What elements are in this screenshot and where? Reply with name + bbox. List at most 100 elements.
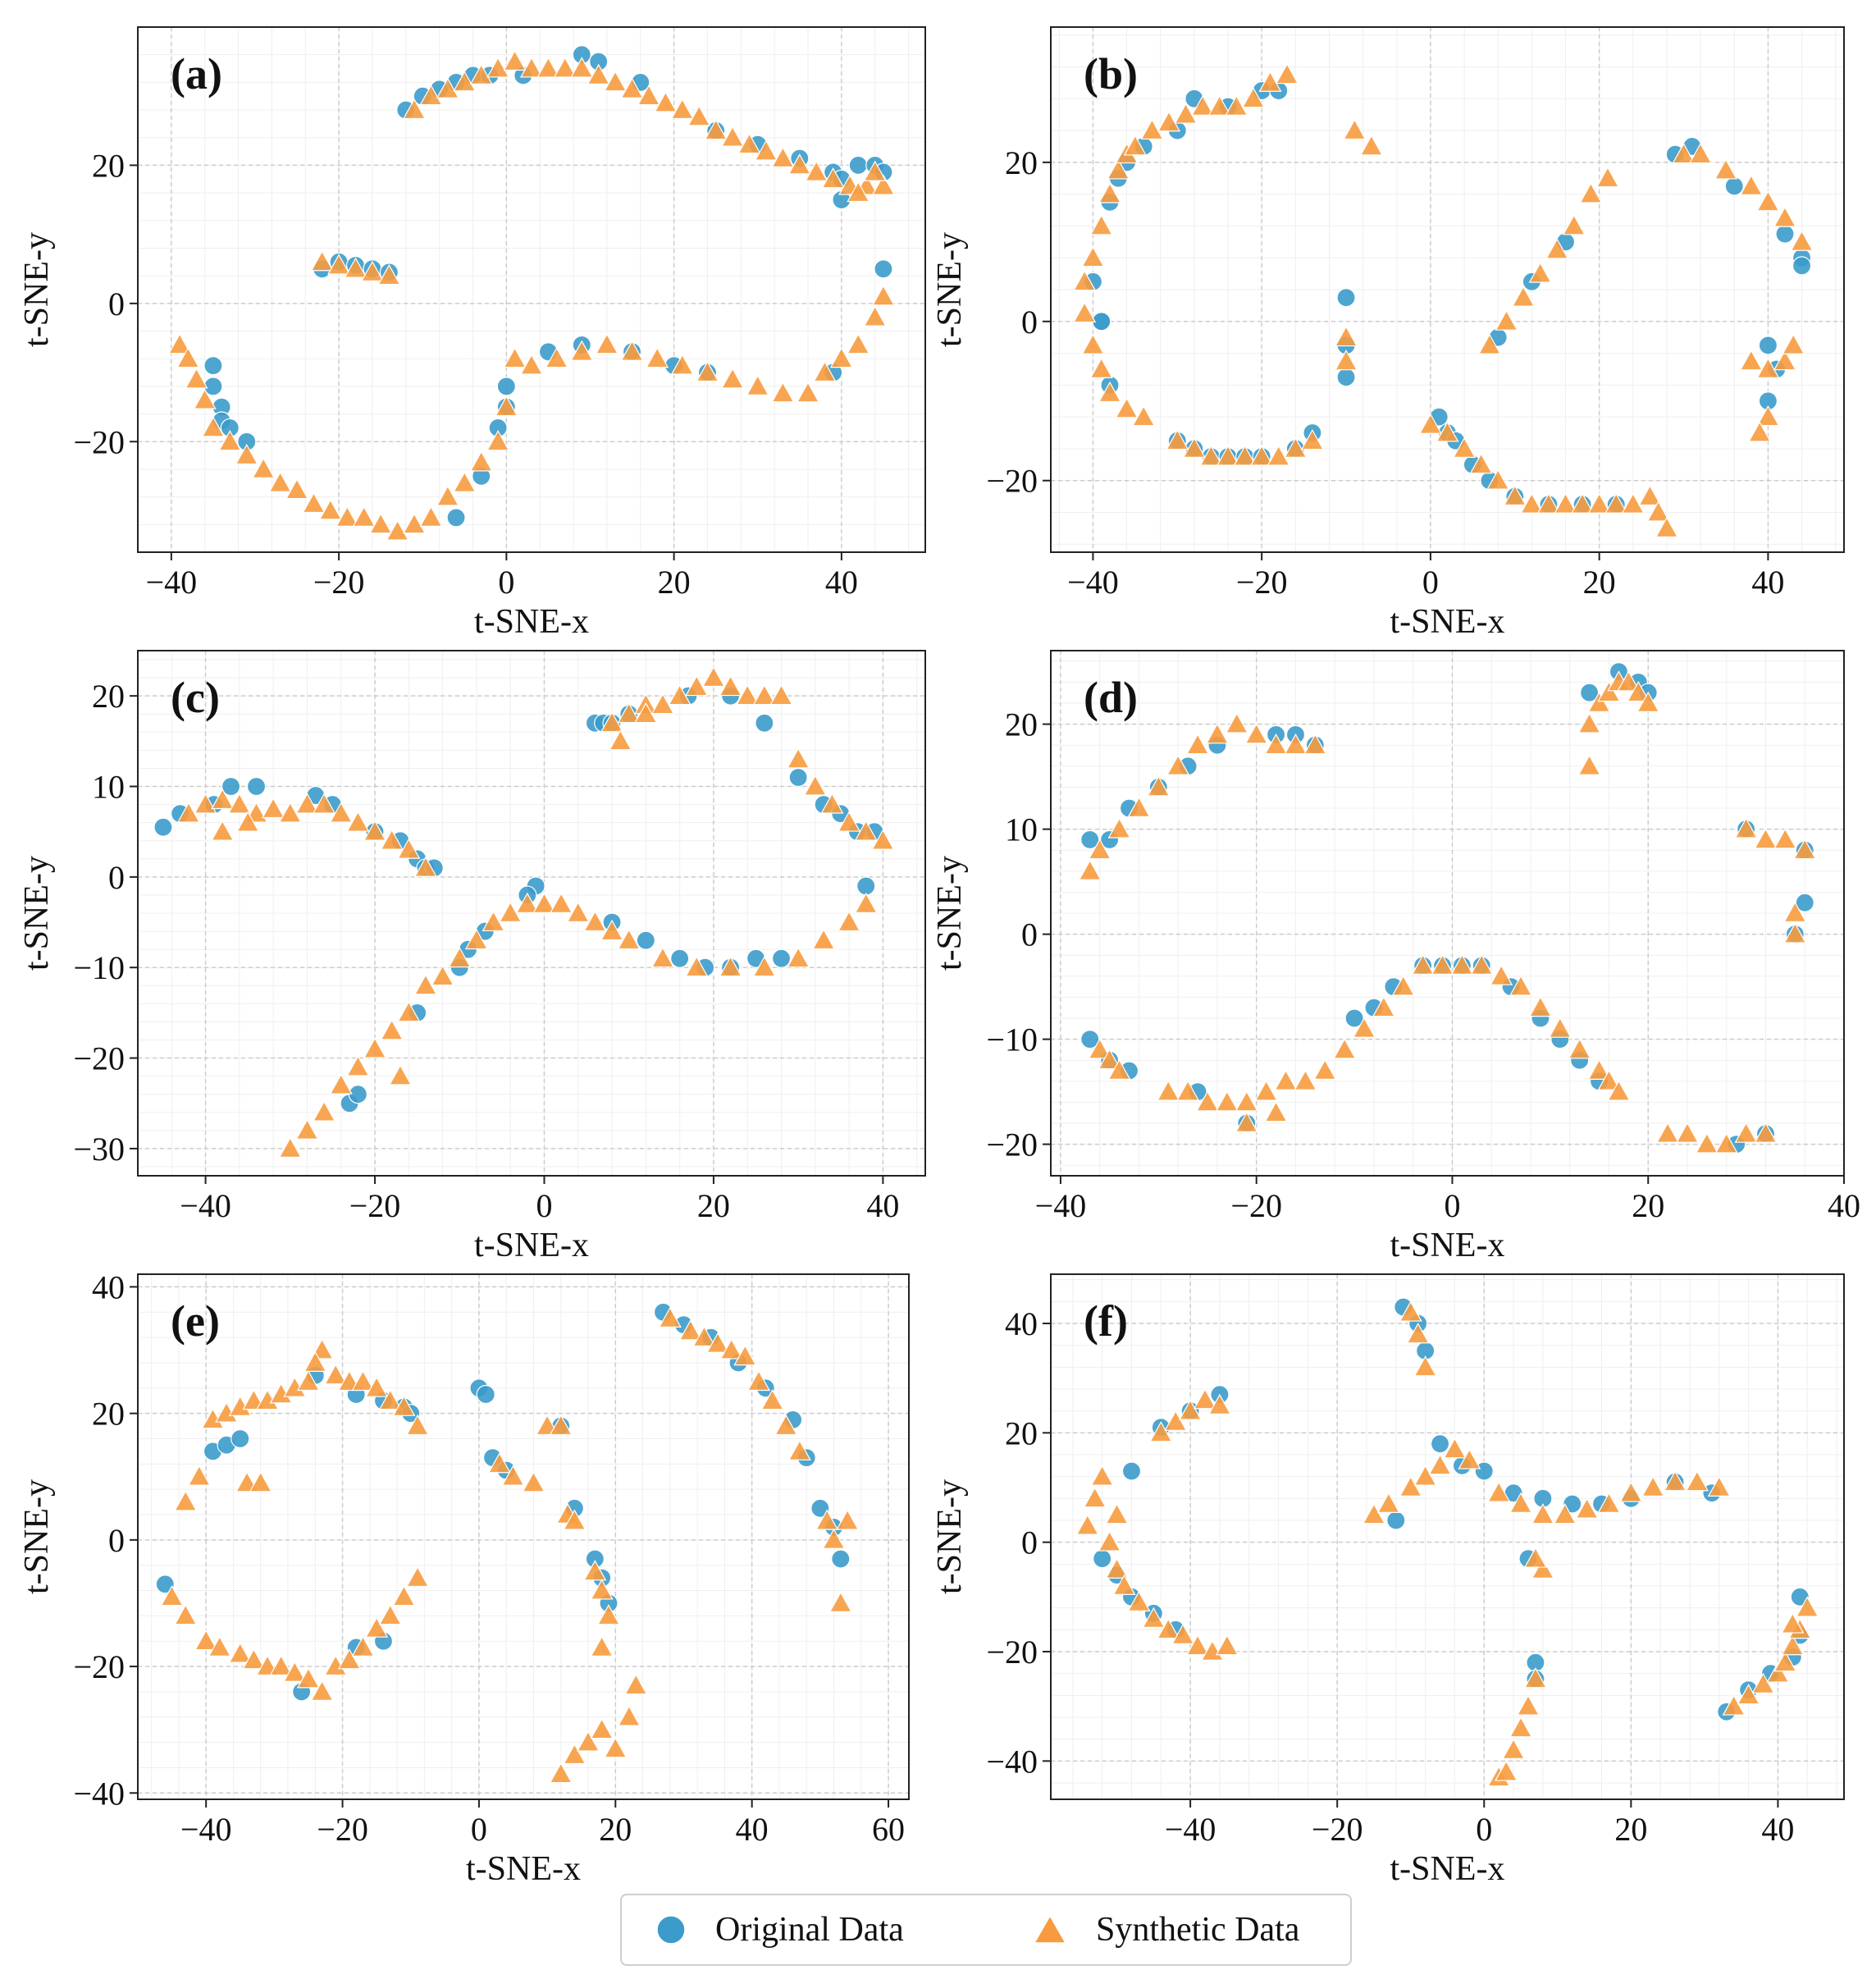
synthetic-point [413, 856, 437, 877]
synthetic-point [1166, 429, 1189, 450]
synthetic-point [1207, 94, 1231, 116]
synthetic-point [719, 1338, 743, 1360]
synthetic-point [1754, 828, 1778, 849]
synthetic-point [1773, 1651, 1797, 1672]
synthetic-point [617, 702, 641, 724]
x-tick-label: 20 [697, 1187, 730, 1224]
legend: Original Data Synthetic Data [620, 1894, 1352, 1966]
synthetic-point [1734, 1122, 1758, 1143]
synthetic-point [1751, 1672, 1775, 1693]
synthetic-point [487, 1452, 511, 1474]
synthetic-point [1216, 445, 1240, 466]
synthetic-point [482, 910, 505, 932]
synthetic-point [1509, 1716, 1533, 1738]
synthetic-point [296, 1369, 320, 1392]
synthetic-point [337, 1648, 361, 1670]
synthetic-point [378, 1388, 402, 1410]
synthetic-point [1783, 922, 1807, 944]
synthetic-point [211, 788, 235, 810]
synthetic-point [624, 1673, 648, 1695]
synthetic-point [1078, 859, 1102, 880]
synthetic-point [1548, 1017, 1572, 1038]
synthetic-point [1597, 1069, 1621, 1090]
x-tick-label: −20 [313, 564, 365, 601]
synthetic-point [360, 260, 384, 281]
synthetic-point [1215, 1090, 1239, 1112]
synthetic-point [595, 333, 618, 354]
x-tick-label: 0 [1444, 1187, 1460, 1224]
x-tick-label: 40 [1761, 1811, 1794, 1848]
original-point [446, 508, 466, 528]
x-tick-label: −20 [1236, 564, 1288, 601]
synthetic-point [269, 1654, 293, 1676]
synthetic-point [1636, 691, 1660, 713]
synthetic-point [1782, 333, 1805, 354]
original-point [1386, 1511, 1406, 1530]
synthetic-point [1754, 1122, 1778, 1143]
y-axis-label: t-SNE-y [931, 856, 969, 971]
y-tick-label: −40 [986, 1743, 1038, 1780]
synthetic-point [392, 1395, 416, 1416]
synthetic-point [1157, 111, 1181, 132]
synthetic-point [313, 1100, 336, 1122]
synthetic-point [1164, 1410, 1188, 1432]
synthetic-point [185, 368, 208, 389]
synthetic-point [1179, 1399, 1203, 1420]
synthetic-point [1773, 206, 1797, 227]
y-tick-label: 40 [92, 1268, 125, 1305]
synthetic-point [721, 126, 745, 147]
synthetic-point [1335, 325, 1358, 347]
x-tick-label: 20 [1614, 1811, 1647, 1848]
synthetic-point [1225, 94, 1248, 116]
synthetic-point [1090, 1465, 1114, 1486]
synthetic-point [609, 729, 632, 751]
synthetic-point [499, 901, 523, 923]
original-point [221, 776, 241, 797]
original-point [1336, 368, 1356, 387]
synthetic-point [1244, 723, 1268, 744]
x-tick-label: 0 [536, 1187, 552, 1224]
synthetic-point [1372, 995, 1395, 1017]
synthetic-point [324, 1364, 348, 1385]
synthetic-point [168, 333, 192, 354]
x-tick-label: 0 [498, 564, 514, 601]
original-point [1795, 893, 1814, 912]
synthetic-point [268, 471, 292, 492]
original-point [874, 259, 893, 279]
synthetic-point [536, 57, 560, 78]
x-axis-label: t-SNE-x [1390, 1850, 1505, 1888]
panel-label: (e) [171, 1296, 220, 1346]
synthetic-point [448, 946, 472, 968]
synthetic-point [228, 1642, 252, 1663]
x-tick-label: −40 [1067, 564, 1119, 601]
y-axis-label: t-SNE-y [931, 1479, 969, 1594]
synthetic-point [1470, 953, 1494, 976]
synthetic-point [637, 84, 660, 106]
synthetic-point [1215, 1634, 1239, 1656]
original-point [1080, 1029, 1100, 1049]
synthetic-point [1695, 1132, 1719, 1154]
x-axis-label: t-SNE-x [474, 603, 589, 641]
original-point [1792, 256, 1812, 276]
original-point [1344, 1008, 1364, 1028]
synthetic-point [678, 1319, 702, 1341]
synthetic-point [737, 132, 761, 154]
synthetic-point [1089, 357, 1113, 378]
original-point [1430, 1434, 1450, 1454]
synthetic-point [787, 747, 810, 769]
synthetic-point [1083, 1487, 1107, 1508]
original-point [496, 377, 516, 396]
synthetic-point [1796, 1596, 1819, 1617]
synthetic-point [803, 775, 827, 796]
synthetic-point [227, 793, 251, 814]
synthetic-point [1335, 350, 1358, 371]
synthetic-point [854, 892, 878, 913]
synthetic-point [313, 793, 336, 814]
x-tick-label: 20 [1583, 564, 1616, 601]
synthetic-point [1577, 754, 1601, 775]
synthetic-point [187, 1465, 211, 1486]
original-point [755, 713, 774, 733]
synthetic-point [696, 360, 719, 382]
synthetic-point [1641, 1475, 1665, 1497]
y-tick-label: 0 [108, 859, 125, 896]
